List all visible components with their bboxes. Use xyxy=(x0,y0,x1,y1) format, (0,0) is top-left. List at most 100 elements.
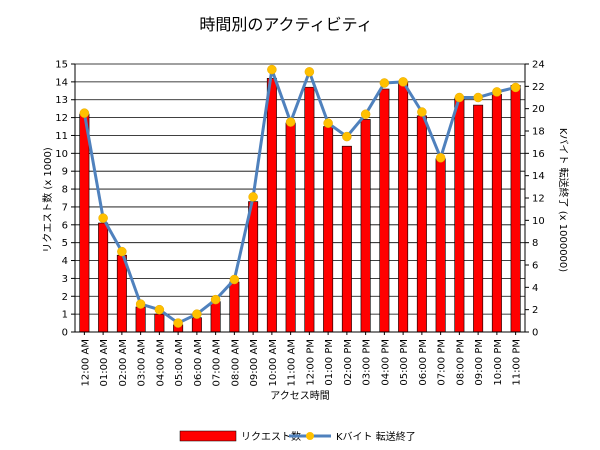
x-tick-label: 09:00 AM xyxy=(249,339,260,386)
y-tick-label: 13 xyxy=(55,95,68,106)
x-tick-label: 04:00 PM xyxy=(380,339,391,386)
y-tick-label: 14 xyxy=(55,77,68,88)
y-tick-label: 11 xyxy=(55,131,68,142)
line-point xyxy=(323,118,333,128)
x-tick-label: 11:00 PM xyxy=(512,339,523,386)
x-tick-label: 10:00 AM xyxy=(268,339,279,386)
y2-tick-label: 4 xyxy=(532,283,538,294)
line-point xyxy=(473,92,483,103)
line-point xyxy=(173,318,183,328)
series-line xyxy=(82,67,516,325)
line-point xyxy=(510,82,521,93)
bar xyxy=(379,88,390,333)
bar xyxy=(341,145,352,333)
line-point xyxy=(210,294,221,305)
y-tick-label: 10 xyxy=(55,149,68,160)
x-tick-label: 02:00 PM xyxy=(343,339,354,386)
x-tick-label: 03:00 PM xyxy=(362,339,373,386)
y-tick-label: 3 xyxy=(62,274,68,285)
line-point xyxy=(98,213,108,223)
y2-tick-label: 10 xyxy=(532,216,545,227)
bar xyxy=(454,97,465,333)
x-tick-label: 06:00 AM xyxy=(193,339,204,386)
y-tick-label: 8 xyxy=(62,185,68,196)
line-point xyxy=(267,64,277,75)
bar xyxy=(285,122,296,333)
x-tick-label: 04:00 AM xyxy=(155,339,166,386)
y2-tick-label: 22 xyxy=(532,82,545,93)
y-tick-label: 2 xyxy=(62,292,68,303)
bar xyxy=(266,77,277,333)
bar xyxy=(435,158,446,333)
x-tick-label: 08:00 AM xyxy=(230,339,241,386)
y2-tick-label: 14 xyxy=(532,171,545,182)
bar xyxy=(135,306,146,333)
line-point xyxy=(492,87,502,97)
y2-tick-label: 2 xyxy=(532,305,538,316)
y2-tick-label: 24 xyxy=(532,60,545,71)
y2-tick-label: 16 xyxy=(532,149,545,160)
bar xyxy=(323,126,334,333)
x-tick-label: 06:00 PM xyxy=(418,339,429,386)
x-tick-label: 01:00 AM xyxy=(99,339,110,386)
x-tick-label: 07:00 AM xyxy=(212,339,223,386)
line-point xyxy=(154,304,165,315)
x-tick-label: 02:00 AM xyxy=(118,339,129,386)
line-point xyxy=(342,131,352,142)
line-point xyxy=(398,77,408,87)
y2-axis-label: Kバイト 転送終了 (x 1000000) xyxy=(557,128,570,272)
legend-bar-label: リクエスト数 xyxy=(241,430,301,443)
legend-bar-swatch xyxy=(179,430,237,442)
bar xyxy=(304,86,315,333)
x-tick-label: 05:00 AM xyxy=(174,339,185,386)
x-axis-label: アクセス時間 xyxy=(270,390,330,402)
bar xyxy=(416,115,427,333)
line-point xyxy=(248,192,258,202)
line-point xyxy=(435,153,446,163)
y-tick-label: 15 xyxy=(55,60,68,71)
line-point xyxy=(229,274,240,285)
line-series xyxy=(79,64,521,328)
bar xyxy=(191,317,202,333)
x-tick-label: 10:00 PM xyxy=(493,339,504,386)
y-tick-label: 5 xyxy=(62,238,68,249)
bar-series xyxy=(79,77,521,333)
bar xyxy=(491,94,502,333)
chart-title: 時間別のアクティビティ xyxy=(199,15,372,34)
line-point xyxy=(79,108,90,118)
x-tick-label: 03:00 AM xyxy=(137,339,148,386)
x-tick-label: 01:00 PM xyxy=(324,339,335,386)
line-point xyxy=(417,107,427,117)
x-tick-label: 07:00 PM xyxy=(437,339,448,386)
y2-tick-label: 8 xyxy=(532,238,538,249)
bar xyxy=(248,201,259,333)
line-point xyxy=(285,117,296,127)
bar xyxy=(116,254,127,333)
x-tick-label: 12:00 AM xyxy=(80,339,91,386)
legend: リクエスト数 Kバイト 転送終了 xyxy=(179,430,416,443)
y2-tick-label: 12 xyxy=(532,194,545,205)
legend-line-label: Kバイト 転送終了 xyxy=(336,430,416,443)
x-tick-label: 09:00 PM xyxy=(474,339,485,386)
y-tick-label: 4 xyxy=(62,256,68,267)
y-tick-label: 12 xyxy=(55,113,68,124)
x-tick-label: 05:00 PM xyxy=(399,339,410,386)
x-tick-label: 08:00 PM xyxy=(455,339,466,386)
y-tick-label: 1 xyxy=(62,310,68,321)
x-axis-ticks: 12:00 AM 01:00 AM 02:00 AM 03:00 AM 04:00 AM… xyxy=(80,332,523,386)
line-point xyxy=(135,299,146,309)
y2-tick-label: 20 xyxy=(532,104,545,115)
x-tick-label: 11:00 AM xyxy=(287,339,298,386)
y2-tick-label: 6 xyxy=(532,261,538,272)
y-tick-label: 7 xyxy=(62,202,68,213)
line-point xyxy=(379,78,390,88)
x-tick-label: 12:00 PM xyxy=(305,339,316,386)
line-point xyxy=(304,67,315,77)
line-point xyxy=(117,246,127,257)
y-tick-label: 0 xyxy=(62,328,68,339)
bar xyxy=(473,104,484,333)
line-point xyxy=(454,92,465,103)
